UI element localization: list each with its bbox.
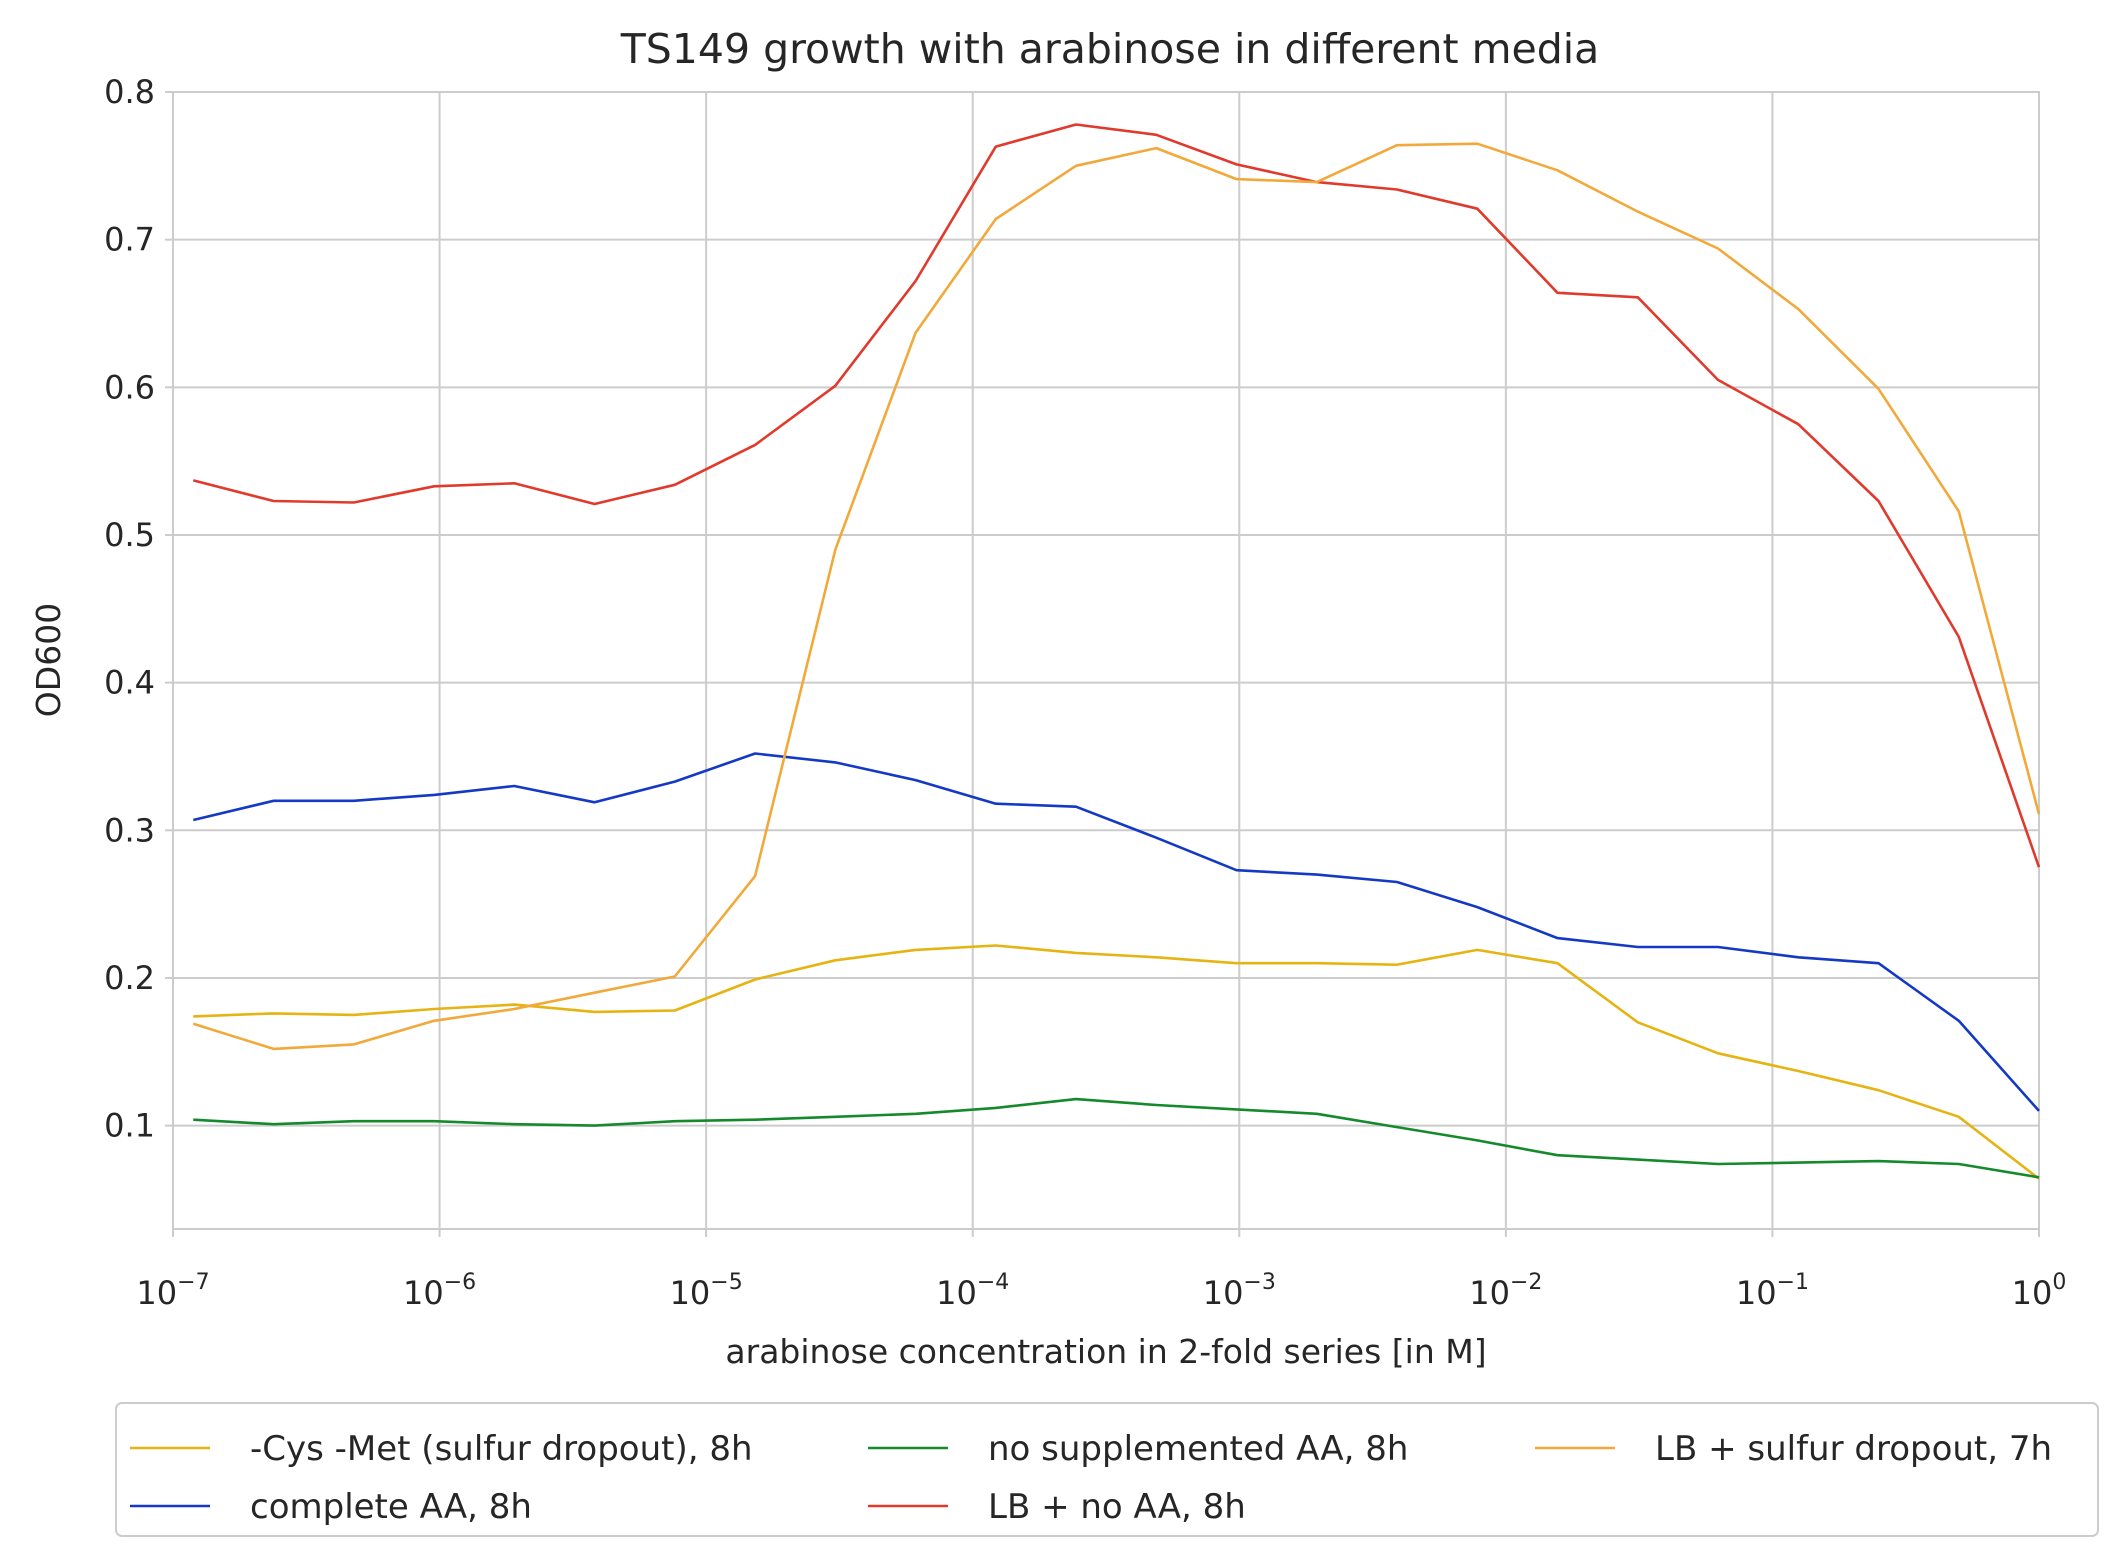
plot-frame — [172, 91, 2040, 1230]
x-tick-base: 10 — [1469, 1274, 1510, 1312]
x-tick-exponent: −2 — [1510, 1270, 1542, 1295]
x-tick-label: 100 — [2012, 1270, 2067, 1312]
legend-label: -Cys -Met (sulfur dropout), 8h — [250, 1429, 753, 1469]
x-tick-exponent: −1 — [1777, 1270, 1809, 1295]
x-tick-exponent: −6 — [444, 1270, 476, 1295]
series-lines — [192, 123, 2041, 1180]
y-axis-title: OD600 — [29, 603, 68, 717]
x-tick-base: 10 — [936, 1274, 977, 1312]
series-line-4 — [192, 142, 2041, 1051]
x-tick-base: 10 — [403, 1274, 444, 1312]
series-line-2 — [193, 1097, 2040, 1179]
x-axis-title: arabinose concentration in 2-fold series… — [725, 1332, 1486, 1371]
y-tick-label: 0.5 — [104, 516, 155, 554]
x-tick-label: 10−4 — [936, 1270, 1009, 1312]
x-tick-base: 10 — [2012, 1274, 2053, 1312]
y-tick-label: 0.8 — [104, 73, 155, 111]
x-tick-exponent: −5 — [710, 1270, 742, 1295]
series-line-0 — [193, 944, 2040, 1180]
series-line-1 — [192, 752, 2040, 1112]
x-tick-base: 10 — [1736, 1274, 1777, 1312]
series-line-3 — [192, 123, 2041, 868]
legend-label: LB + no AA, 8h — [988, 1487, 1246, 1527]
y-tick-label: 0.6 — [104, 368, 155, 406]
x-tick-base: 10 — [670, 1274, 711, 1312]
legend-label: complete AA, 8h — [250, 1487, 532, 1527]
x-tick-base: 10 — [1203, 1274, 1244, 1312]
y-tick-label: 0.4 — [104, 664, 155, 702]
x-tick-label: 10−6 — [403, 1270, 476, 1312]
x-tick-exponent: −7 — [177, 1270, 209, 1295]
legend-label: no supplemented AA, 8h — [988, 1429, 1408, 1469]
y-tick-label: 0.2 — [104, 959, 155, 997]
x-tick-label: 10−3 — [1203, 1270, 1276, 1312]
chart-title: TS149 growth with arabinose in different… — [620, 25, 1600, 73]
x-tick-label: 10−2 — [1469, 1270, 1542, 1312]
y-tick-labels: 0.1 0.2 0.3 0.4 0.5 0.6 0.7 0.8 — [104, 73, 155, 1145]
x-tick-exponent: 0 — [2052, 1270, 2066, 1295]
y-tick-label: 0.3 — [104, 811, 155, 849]
legend: -Cys -Met (sulfur dropout), 8h complete A… — [115, 1402, 2099, 1537]
x-tick-label: 10−5 — [670, 1270, 743, 1312]
x-tick-base: 10 — [136, 1274, 177, 1312]
x-tick-labels: 10−7 10−6 10−5 10−4 10−3 10−2 10−1 100 — [136, 1270, 2066, 1312]
x-tick-exponent: −4 — [977, 1270, 1009, 1295]
x-tick-label: 10−7 — [136, 1270, 209, 1312]
legend-label: LB + sulfur dropout, 7h — [1655, 1429, 2052, 1469]
legend-frame — [115, 1402, 2099, 1537]
x-tick-label: 10−1 — [1736, 1270, 1809, 1312]
y-tick-label: 0.7 — [104, 221, 155, 259]
x-tick-exponent: −3 — [1243, 1270, 1275, 1295]
y-tick-label: 0.1 — [104, 1107, 155, 1145]
